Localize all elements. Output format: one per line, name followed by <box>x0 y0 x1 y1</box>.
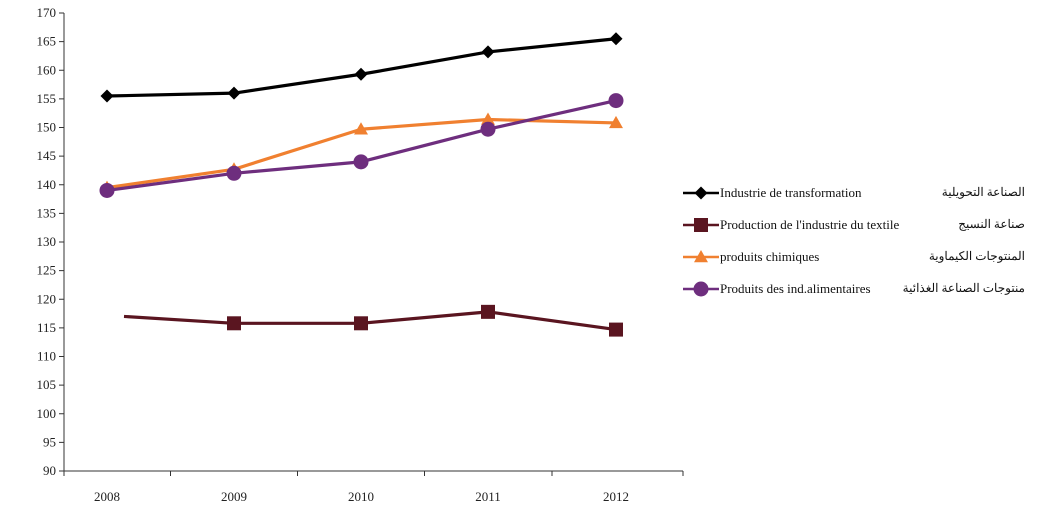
series-line-square <box>123 310 617 332</box>
data-point-diamond <box>481 45 495 59</box>
y-tick-label: 130 <box>37 234 57 249</box>
legend-label-fr: Production de l'industrie du textile <box>720 217 900 232</box>
legend-item-alimentaires: Produits des ind.alimentaires منتوجات ال… <box>683 279 1053 311</box>
y-tick-label: 160 <box>37 62 57 77</box>
data-point-diamond <box>227 86 241 100</box>
data-point-square <box>354 316 368 331</box>
series-lines <box>106 37 617 332</box>
x-tick-label: 2010 <box>348 489 374 504</box>
y-tick-label: 115 <box>37 320 56 335</box>
data-point-diamond <box>354 67 368 81</box>
x-tick-label: 2008 <box>94 489 120 504</box>
legend-swatch-square <box>683 218 719 232</box>
data-point-diamond <box>100 89 114 103</box>
y-tick-label: 105 <box>37 377 57 392</box>
legend-item-industrie: Industrie de transformation الصناعة التح… <box>683 183 1053 215</box>
legend-swatch-circle <box>683 281 719 297</box>
y-tick-label: 95 <box>43 434 56 449</box>
y-tick-label: 110 <box>37 349 56 364</box>
x-tick-label: 2009 <box>221 489 247 504</box>
data-point-circle <box>226 165 242 181</box>
y-tick-label: 120 <box>37 291 57 306</box>
y-tick-label: 145 <box>37 148 57 163</box>
data-point-triangle <box>481 112 495 125</box>
x-tick-label: 2011 <box>475 489 501 504</box>
legend-marker <box>694 186 708 200</box>
legend-label-fr: produits chimiques <box>720 249 820 264</box>
data-point-circle <box>99 182 115 198</box>
series-markers <box>99 32 624 337</box>
legend-item-textile: Production de l'industrie du textile صنا… <box>683 215 1053 247</box>
legend-label-ar: منتوجات الصناعة الغذائية <box>902 281 1025 295</box>
series-line-diamond <box>106 37 617 98</box>
legend-label-fr: Produits des ind.alimentaires <box>720 281 871 296</box>
legend-swatch-diamond <box>683 186 719 200</box>
data-point-square <box>227 316 241 331</box>
y-axis: 90 95 100 105 110 115 120 125 130 135 140 145 150 155… <box>37 5 65 478</box>
legend: Industrie de transformation الصناعة التح… <box>683 183 1053 311</box>
data-point-triangle <box>609 115 623 129</box>
legend-item-chimiques: produits chimiques المنتوجات الكيماوية <box>683 247 1053 279</box>
y-tick-label: 150 <box>37 120 57 135</box>
legend-label-ar: المنتوجات الكيماوية <box>928 249 1025 263</box>
legend-label-ar: الصناعة التحويلية <box>941 185 1025 199</box>
legend-label-fr: Industrie de transformation <box>720 185 862 200</box>
y-tick-label: 125 <box>37 263 57 278</box>
y-tick-label: 100 <box>37 406 57 421</box>
data-point-diamond <box>609 32 623 46</box>
legend-marker <box>694 218 708 232</box>
y-tick-label: 135 <box>37 205 57 220</box>
x-axis: 2008 2009 2010 2011 2012 <box>63 470 684 504</box>
x-tick-label: 2012 <box>603 489 629 504</box>
legend-label-ar: صناعة النسيج <box>958 217 1025 231</box>
data-point-circle <box>608 93 624 109</box>
data-point-circle <box>480 121 496 137</box>
y-tick-label: 170 <box>37 5 57 20</box>
data-point-square <box>481 304 495 319</box>
data-point-square <box>609 322 623 337</box>
legend-marker <box>694 250 708 263</box>
y-tick-label: 155 <box>37 91 57 106</box>
legend-marker <box>693 281 709 297</box>
legend-swatch-triangle <box>683 250 719 263</box>
y-tick-label: 140 <box>37 177 57 192</box>
data-point-circle <box>353 154 369 170</box>
data-point-triangle <box>354 122 368 135</box>
y-tick-label: 90 <box>43 463 56 478</box>
y-tick-label: 165 <box>37 34 57 49</box>
